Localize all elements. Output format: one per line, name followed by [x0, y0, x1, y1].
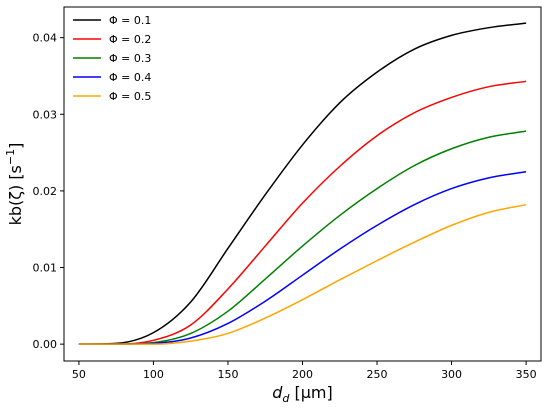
y-axis: 0.00 0.01 0.02 0.03 0.04	[33, 32, 64, 351]
legend: Φ = 0.1 Φ = 0.2 Φ = 0.3 Φ = 0.4 Φ = 0.5	[73, 14, 151, 103]
x-tick-label: 100	[143, 368, 164, 381]
x-axis-label-unit: [μm]	[289, 383, 332, 402]
x-tick-label: 50	[72, 368, 86, 381]
series-line-2	[78, 80, 527, 345]
series-layer	[78, 22, 527, 345]
y-axis-label-end: ]	[6, 143, 25, 149]
legend-label-1: Φ = 0.1	[109, 14, 151, 27]
x-axis-label: dd [μm]	[272, 383, 332, 405]
y-tick-label: 0.04	[33, 32, 58, 45]
legend-label-3: Φ = 0.3	[109, 52, 151, 65]
y-tick-label: 0.03	[33, 108, 58, 121]
series-line-4	[78, 170, 527, 345]
y-tick-label: 0.01	[33, 262, 58, 275]
x-axis-label-main: d	[272, 383, 283, 402]
x-tick-label: 150	[217, 368, 238, 381]
y-axis-label-main: kb(ζ) [s	[6, 165, 25, 225]
x-axis: 50 100 150 200 250 300 350	[72, 361, 537, 381]
y-axis-label: kb(ζ) [s−1]	[4, 143, 25, 226]
legend-label-4: Φ = 0.4	[109, 71, 151, 84]
y-tick-label: 0.00	[33, 338, 58, 351]
x-axis-label-sub: d	[282, 392, 290, 405]
series-line-3	[78, 130, 527, 345]
series-line-5	[78, 203, 527, 345]
series-line-1	[78, 22, 527, 345]
legend-label-5: Φ = 0.5	[109, 90, 151, 103]
legend-label-2: Φ = 0.2	[109, 33, 151, 46]
x-tick-label: 300	[441, 368, 462, 381]
x-tick-label: 250	[367, 368, 388, 381]
y-axis-label-sup: −1	[4, 149, 17, 165]
x-tick-label: 350	[516, 368, 537, 381]
x-tick-label: 200	[292, 368, 313, 381]
y-tick-label: 0.02	[33, 185, 58, 198]
